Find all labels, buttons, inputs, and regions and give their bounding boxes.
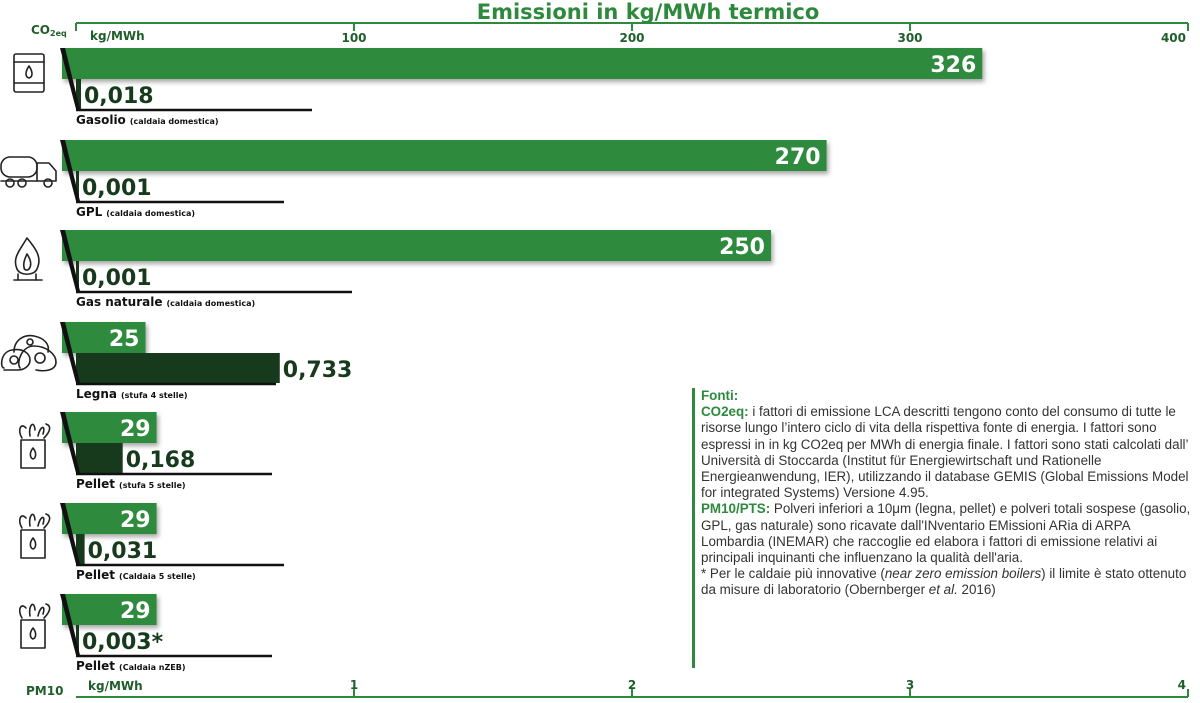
co2-bar: [62, 594, 157, 625]
co2-tick-label: 100: [341, 31, 366, 45]
row-bracket: [60, 594, 80, 655]
co2-axis: CO2eq kg/MWh 100 200 300 400: [31, 22, 1189, 45]
category-label: Legna (stufa 4 stelle): [76, 387, 188, 401]
chart-title: Emissioni in kg/MWh termico: [477, 0, 820, 24]
chart-row: 29 0,031 Pellet (Caldaia 5 stelle): [60, 503, 284, 582]
pm10-value-label: 0,001: [82, 266, 152, 291]
pm10-value-label: 0,733: [283, 358, 353, 383]
category-label: Pellet (Caldaia nZEB): [76, 659, 185, 673]
oil-drum-icon: [13, 53, 45, 93]
chart-row: 25 0,733 Legna (stufa 4 stelle): [60, 322, 352, 401]
pm10-bar: [76, 534, 85, 564]
chart-row: 29 0,003* Pellet (Caldaia nZEB): [60, 594, 272, 673]
co2-bar: [62, 48, 983, 79]
co2-value-label: 25: [109, 327, 140, 352]
co2-bar: [62, 230, 771, 261]
row-bracket: [60, 412, 80, 473]
pm10-bar: [76, 261, 79, 291]
chart-row: 326 0,018 Gasolio (caldaia domestica): [60, 48, 983, 127]
wood-logs-icon: [0, 334, 57, 372]
category-label: GPL (caldaia domestica): [76, 205, 195, 219]
co2-value-label: 270: [775, 145, 821, 170]
sources-notes: Fonti: CO2eq: i fattori di emissione LCA…: [692, 388, 1192, 668]
notes-heading: Fonti:: [701, 388, 739, 403]
co2-tick-label: 400: [1161, 31, 1186, 45]
pm-tick-label: 3: [906, 678, 914, 692]
category-label: Gas naturale (caldaia domestica): [76, 295, 255, 309]
pm10-bar: [76, 171, 79, 201]
row-bracket: [60, 503, 80, 564]
pm-axis-unit: kg/MWh: [88, 679, 143, 693]
category-label: Pellet (stufa 5 stelle): [76, 477, 186, 491]
co2-bar: [62, 140, 827, 171]
pellet-bag-icon: [18, 603, 51, 649]
notes-pm-label: PM10/PTS:: [701, 501, 771, 517]
chart-row: 250 0,001 Gas naturale (caldaia domestica): [60, 230, 771, 309]
pm10-value-label: 0,168: [126, 448, 196, 473]
pm10-value-label: 0,018: [84, 84, 154, 109]
pm10-bar: [76, 79, 82, 109]
co2-tick-label: 300: [897, 31, 922, 45]
gas-flame-icon: [13, 237, 43, 281]
row-bracket: [60, 230, 80, 291]
pm10-value-label: 0,031: [88, 539, 158, 564]
pm10-value-label: 0,003*: [82, 630, 164, 655]
chart-row: 29 0,168 Pellet (stufa 5 stelle): [60, 412, 272, 491]
co2-axis-unit: kg/MWh: [90, 29, 145, 43]
co2-value-label: 29: [120, 417, 151, 442]
pm10-bar: [76, 353, 280, 383]
co2-value-label: 29: [120, 599, 151, 624]
co2-tick-label: 200: [619, 31, 644, 45]
row-bracket: [60, 140, 80, 201]
co2-value-label: 29: [120, 508, 151, 533]
chart-row: 270 0,001 GPL (caldaia domestica): [60, 140, 827, 219]
notes-co2-text: i fattori di emissione LCA descritti ten…: [701, 404, 1189, 501]
notes-co2: CO2eq: i fattori di emissione LCA descri…: [701, 404, 1192, 501]
co2-value-label: 250: [719, 235, 765, 260]
row-bracket: [60, 48, 80, 109]
co2-axis-label: CO2eq: [31, 23, 67, 38]
co2-bar: [62, 503, 157, 534]
category-label: Pellet (Caldaia 5 stelle): [76, 568, 196, 582]
pm10-value-label: 0,001: [82, 176, 152, 201]
co2-bar: [62, 412, 157, 443]
notes-star: * Per le caldaie più innovative (near ze…: [701, 566, 1187, 598]
notes-pm: PM10/PTS: Polveri inferiori a 10μm (legn…: [701, 501, 1192, 566]
notes-co2-label: CO2eq:: [701, 404, 749, 420]
pm-tick-label: 2: [628, 678, 636, 692]
tanker-truck-icon: [0, 156, 57, 188]
category-label: Gasolio (caldaia domestica): [76, 113, 219, 127]
pm10-bar: [76, 625, 79, 655]
notes-pm-text: Polveri inferiori a 10μm (legna, pellet)…: [701, 501, 1191, 566]
pm-tick-label: 4: [1178, 678, 1186, 692]
co2-value-label: 326: [930, 53, 976, 78]
pellet-bag-icon: [18, 513, 51, 559]
pm-axis-label: PM10: [26, 684, 63, 698]
pm-tick-label: 1: [350, 678, 358, 692]
pm-axis: PM10 kg/MWh 1 2 3 4: [26, 678, 1189, 698]
row-bracket: [60, 322, 80, 383]
pm10-bar: [76, 443, 123, 473]
pellet-bag-icon: [18, 423, 51, 469]
co2-bar: [62, 322, 146, 353]
